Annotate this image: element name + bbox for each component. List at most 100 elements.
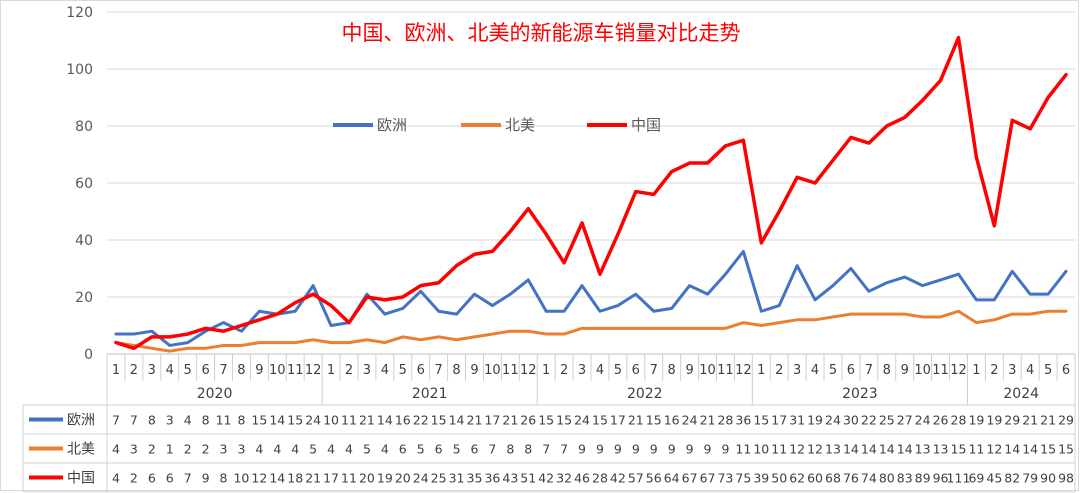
x-month-label: 9 <box>901 363 909 378</box>
legend: 欧洲 北美 中国 <box>333 116 661 134</box>
table-cell: 17 <box>610 413 626 428</box>
table-cell: 13 <box>933 442 949 457</box>
x-month-label: 5 <box>1044 363 1052 378</box>
x-month-label: 11 <box>287 363 304 378</box>
series-layer <box>114 35 1068 353</box>
table-cell: 39 <box>753 471 769 486</box>
x-month-label: 1 <box>972 363 980 378</box>
x-month-label: 7 <box>650 363 658 378</box>
table-cell: 4 <box>327 442 335 457</box>
table-cell: 35 <box>467 471 483 486</box>
table-cell: 2 <box>148 442 156 457</box>
x-month-label: 1 <box>112 363 120 378</box>
table-cell: 3 <box>130 442 138 457</box>
table-cell: 15 <box>753 413 769 428</box>
table-cell: 19 <box>968 413 984 428</box>
x-month-label: 5 <box>614 363 622 378</box>
x-month-label: 2 <box>990 363 998 378</box>
data-table: 欧洲 7 7 8 3 4 8 11 8 15 14 15 24 10 11 21 14 16 22 15 14 21 17 2… <box>22 381 1076 493</box>
table-cell: 45 <box>986 471 1002 486</box>
table-cell: 29 <box>1004 413 1020 428</box>
table-cell: 62 <box>789 471 805 486</box>
x-month-label: 4 <box>596 363 604 378</box>
table-cell: 24 <box>305 413 321 428</box>
table-cell: 80 <box>879 471 895 486</box>
table-cell: 64 <box>664 471 680 486</box>
table-cell: 57 <box>628 471 644 486</box>
table-cell: 20 <box>395 471 411 486</box>
table-cell: 12 <box>807 442 823 457</box>
x-month-label: 5 <box>399 363 407 378</box>
table-cell: 21 <box>1040 413 1056 428</box>
table-cell: 32 <box>556 471 572 486</box>
table-row-name: 中国 <box>67 471 95 487</box>
table-cell: 14 <box>1022 442 1038 457</box>
x-month-label: 11 <box>932 363 949 378</box>
table-cell: 21 <box>359 413 375 428</box>
table-cell: 30 <box>843 413 859 428</box>
x-month-label: 6 <box>847 363 855 378</box>
x-axis: 1 2 3 4 5 6 7 8 9 10 11 12 1 2 3 4 5 6 7 8 9 10 11 12 1 2 3 4 5 6 7 8 9 1… <box>106 353 1076 405</box>
x-month-label: 12 <box>735 363 752 378</box>
table-cell: 111 <box>947 471 971 486</box>
table-cell: 13 <box>825 442 841 457</box>
x-month-label: 1 <box>327 363 335 378</box>
table-cell: 9 <box>614 442 622 457</box>
table-cell: 9 <box>686 442 694 457</box>
table-cell: 18 <box>287 471 303 486</box>
table-cell: 28 <box>717 413 733 428</box>
table-cell: 5 <box>363 442 371 457</box>
table-cell: 4 <box>291 442 299 457</box>
table-cell: 22 <box>861 413 877 428</box>
table-cell: 6 <box>399 442 407 457</box>
table-cell: 9 <box>668 442 676 457</box>
x-month-label: 8 <box>883 363 891 378</box>
x-month-label: 4 <box>166 363 174 378</box>
x-month-label: 2 <box>130 363 138 378</box>
table-cell: 15 <box>431 413 447 428</box>
table-cell: 13 <box>915 442 931 457</box>
table-cell: 4 <box>255 442 263 457</box>
x-month-label: 7 <box>865 363 873 378</box>
table-cell: 73 <box>717 471 733 486</box>
table-cell: 75 <box>735 471 751 486</box>
table-cell: 3 <box>220 442 228 457</box>
table-cell: 4 <box>381 442 389 457</box>
table-cell: 46 <box>574 471 590 486</box>
table-cell: 10 <box>323 413 339 428</box>
table-cell: 67 <box>700 471 716 486</box>
table-cell: 4 <box>184 413 192 428</box>
x-month-label: 8 <box>237 363 245 378</box>
table-cell: 17 <box>771 413 787 428</box>
y-tick-label: 100 <box>66 62 93 78</box>
table-cell: 9 <box>202 471 210 486</box>
table-cell: 21 <box>700 413 716 428</box>
table-cell: 24 <box>825 413 841 428</box>
legend-label: 欧洲 <box>377 116 407 134</box>
table-cell: 14 <box>843 442 859 457</box>
y-tick-label: 40 <box>75 233 93 249</box>
table-cell: 2 <box>130 471 138 486</box>
x-month-label: 4 <box>811 363 819 378</box>
table-cell: 7 <box>130 413 138 428</box>
legend-label: 中国 <box>631 116 661 134</box>
table-cell: 74 <box>861 471 877 486</box>
table-cell: 5 <box>309 442 317 457</box>
x-month-label: 11 <box>717 363 734 378</box>
x-month-label: 9 <box>470 363 478 378</box>
table-cell: 51 <box>520 471 536 486</box>
table-cell: 28 <box>951 413 967 428</box>
y-tick-label: 20 <box>75 290 93 306</box>
x-year-label: 2023 <box>842 386 878 402</box>
table-cell: 89 <box>915 471 931 486</box>
x-month-label: 3 <box>363 363 371 378</box>
table-cell: 12 <box>789 442 805 457</box>
table-cell: 1 <box>166 442 174 457</box>
table-cell: 19 <box>986 413 1002 428</box>
table-cell: 21 <box>305 471 321 486</box>
table-cell: 22 <box>413 413 429 428</box>
table-cell: 25 <box>879 413 895 428</box>
gridlines <box>107 11 1075 298</box>
